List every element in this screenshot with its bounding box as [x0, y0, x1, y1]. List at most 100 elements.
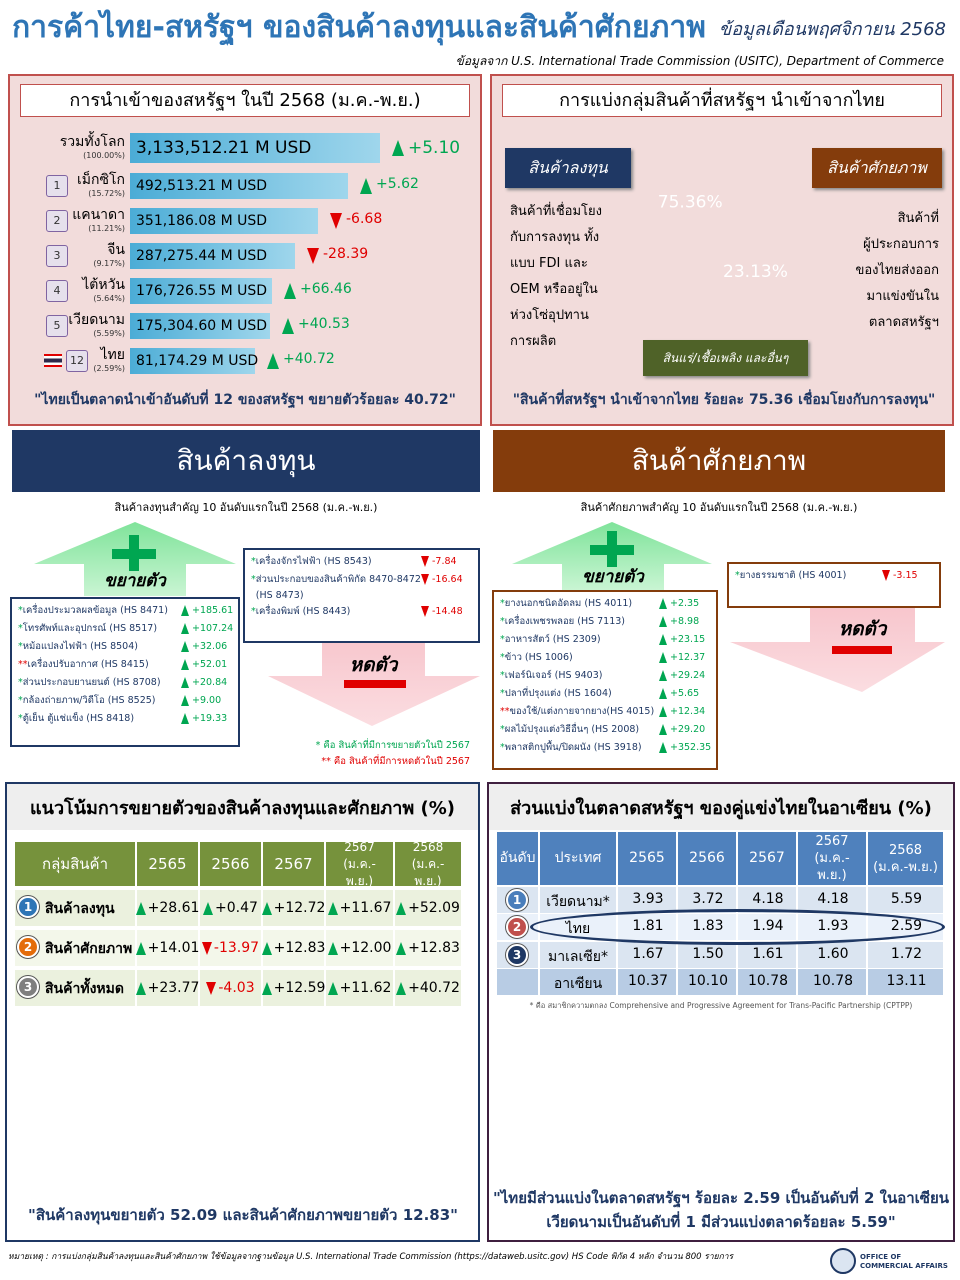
table-cell — [618, 942, 676, 968]
growth-value: +11.67 — [339, 900, 392, 916]
trend-arrow — [659, 616, 667, 627]
import-change: +40.72 — [283, 351, 335, 367]
country-share: (5.59%) — [93, 329, 125, 338]
product-name: ตู้เย็น ตู้แช่แข็ง (HS 8418) — [22, 713, 135, 724]
trend-arrow — [396, 941, 407, 955]
share-value: 1.61 — [752, 946, 784, 962]
table-cell: +12.83 — [395, 930, 461, 966]
trend-arrow — [659, 634, 667, 645]
country-name: จีน — [107, 242, 125, 258]
table-cell: -13.97 — [200, 930, 261, 966]
product-item: ** ของใช้/แต่งกายจากยาง(HS 4015) +12.34 — [500, 704, 710, 722]
rank-box: 1 — [46, 175, 68, 197]
product-item: * อาหารสัตว์ (HS 2309) +23.15 — [500, 632, 710, 650]
rank-badge: 2 — [506, 916, 528, 938]
product-name: อาหารสัตว์ (HS 2309) — [504, 634, 601, 645]
plus-icon — [129, 535, 139, 571]
rank-box: 2 — [46, 210, 68, 232]
import-bar: 351,186.08 M USD — [130, 208, 318, 234]
country-name: รวมทั้งโลก — [59, 134, 125, 150]
page-title: การค้าไทย-สหรัฐฯ ของสินค้าลงทุนและสินค้า… — [12, 10, 706, 45]
table-cell — [678, 942, 736, 968]
import-change: -28.39 — [323, 246, 369, 262]
share-value: 13.11 — [886, 973, 927, 989]
product-change: -7.84 — [432, 556, 457, 567]
minus-icon — [344, 680, 406, 688]
logo-text: OFFICE OF COMMERCIAL AFFAIRS — [860, 1253, 948, 1270]
pie-category-box: สินแร่/เชื้อเพลิง และอื่นๆ — [643, 340, 808, 376]
trend-arrow — [421, 574, 429, 585]
product-item: * ข้าว (HS 1006) +12.37 — [500, 650, 710, 668]
share-value: 10.78 — [747, 973, 789, 989]
product-name: ปลาที่ปรุงแต่ง (HS 1604) — [504, 688, 612, 699]
product-name: เครื่องประมวลผลข้อมูล (HS 8471) — [22, 605, 168, 616]
imports-title: การนำเข้าของสหรัฐฯ ในปี 2568 (ม.ค.-พ.ย.) — [20, 84, 470, 117]
table-cell — [798, 969, 866, 995]
grow-label: ขยายตัว — [582, 567, 644, 587]
product-item: * เฟอร์นิเจอร์ (HS 9403) +29.24 — [500, 668, 710, 686]
table-header: 2568 (ม.ค.-พ.ย.) — [395, 840, 461, 888]
product-mark: * — [500, 742, 505, 753]
product-mark: * — [500, 616, 505, 627]
country-name: เวียดนาม* — [546, 894, 610, 910]
pie-category-box: สินค้าศักยภาพ — [812, 148, 942, 188]
share-value: 5.59 — [890, 891, 923, 907]
product-item: * กล้องถ่ายภาพ/วิดีโอ (HS 8525) +9.00 — [18, 693, 232, 711]
pie-description: แบบ FDI และ — [510, 256, 588, 271]
pie-description: การผลิต — [510, 334, 557, 349]
growth-value: +23.77 — [147, 980, 200, 996]
import-value: 287,275.44 M USD — [136, 248, 268, 264]
shrink-label: หดตัว — [349, 654, 398, 676]
product-mark: * — [18, 677, 23, 688]
shrink-label: หดตัว — [838, 618, 887, 640]
table-cell — [868, 942, 943, 968]
trend-arrow — [201, 941, 212, 955]
import-value: 175,304.60 M USD — [136, 318, 268, 334]
growth-value: +12.83 — [273, 940, 326, 956]
country-share: (2.59%) — [93, 364, 125, 373]
product-item: * ผลไม้ปรุงแต่งวิธีอื่นๆ (HS 2008) +29.20 — [500, 722, 710, 740]
trend-arrow — [327, 901, 338, 915]
trend-arrow — [135, 901, 146, 915]
section-subtitle: สินค้าศักยภาพสำคัญ 10 อันดับแรกในปี 2568… — [580, 501, 858, 514]
import-bar: 175,304.60 M USD — [130, 313, 270, 339]
trend-arrow — [206, 981, 217, 995]
product-list: * ยางนอกชนิดอัดลม (HS 4011) +2.35 * เครื่องเ… — [492, 590, 718, 770]
shrink-arrow — [268, 630, 480, 726]
trend-arrow — [659, 724, 667, 735]
table-cell: -4.03 — [200, 970, 261, 1006]
minus-icon — [832, 646, 892, 654]
table-cell: +14.01 — [135, 930, 199, 966]
table-cell — [738, 942, 796, 968]
group-name: สินค้าศักยภาพ — [45, 941, 133, 957]
table-cell — [868, 969, 943, 995]
product-change: +23.15 — [670, 634, 706, 645]
product-item: * ตู้เย็น ตู้แช่แข็ง (HS 8418) +19.33 — [18, 711, 232, 729]
product-change: +29.20 — [670, 724, 706, 735]
product-change: +9.00 — [192, 695, 222, 706]
grow-label: ขยายตัว — [104, 571, 166, 591]
growth-value: -4.03 — [218, 980, 255, 996]
product-mark: * — [251, 574, 256, 585]
trend-title-band — [7, 784, 478, 830]
product-change: +352.35 — [670, 742, 712, 753]
product-item: * โทรศัพท์และอุปกรณ์ (HS 8517) +107.24 — [18, 621, 233, 639]
product-item: * เครื่องพิมพ์ (HS 8443) -14.48 — [251, 604, 472, 622]
table-header: 2567 — [263, 842, 324, 886]
country-name: เม็กซิโก — [77, 172, 125, 188]
trend-title: แนวโน้มการขยายตัวของสินค้าลงทุนและศักยภา… — [30, 798, 455, 819]
product-change: +12.34 — [670, 706, 706, 717]
table-cell — [798, 887, 866, 913]
country-name: ไต้หวัน — [82, 277, 125, 293]
pie-description: ผู้ประกอบการ — [863, 237, 939, 252]
table-header: 2567 — [738, 832, 796, 885]
product-mark: * — [18, 605, 23, 616]
product-change: +32.06 — [192, 641, 228, 652]
product-item: * เครื่องประมวลผลข้อมูล (HS 8471) +185.61 — [18, 603, 233, 621]
rank-badge: 1 — [506, 889, 528, 911]
pie-note: "สินค้าที่สหรัฐฯ นำเข้าจากไทย ร้อยละ 75.… — [512, 392, 936, 408]
import-bar: 287,275.44 M USD — [130, 243, 295, 269]
pie-description: กับการลงทุน ทั้ง — [510, 230, 600, 245]
share-footnote: * คือ สมาชิกความตกลง Comprehensive and P… — [529, 1001, 913, 1010]
share-value: 3.93 — [632, 891, 664, 907]
